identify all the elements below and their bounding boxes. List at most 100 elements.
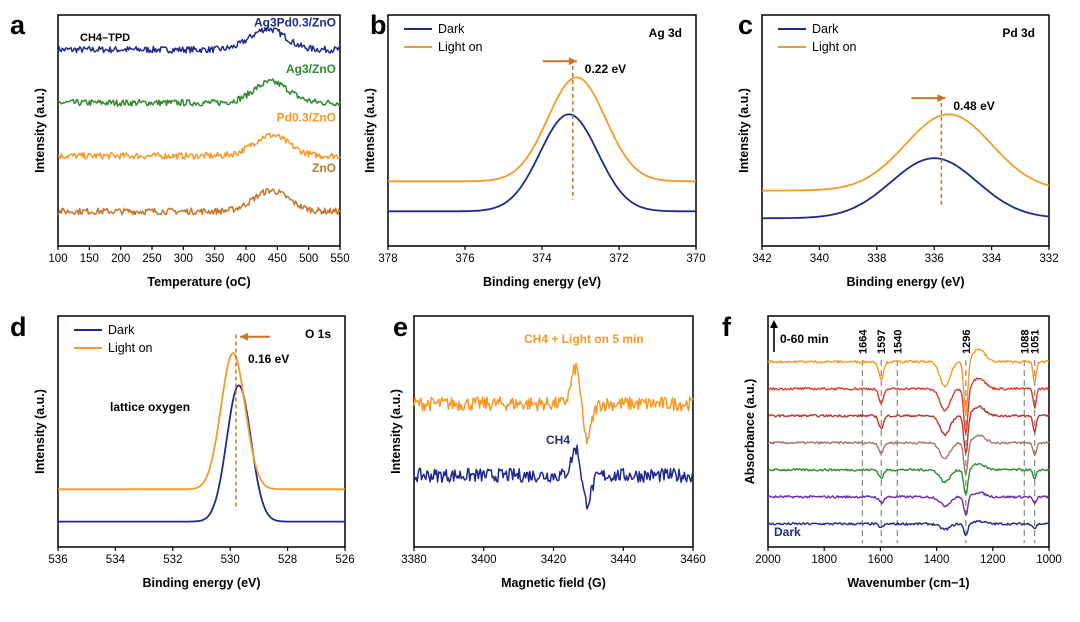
- shift-arrow-head: [937, 94, 946, 103]
- reference-label: 1540: [892, 330, 904, 354]
- chart-title: Pd 3d: [1002, 26, 1035, 40]
- x-tick-label: 342: [752, 253, 771, 265]
- x-tick-label: 536: [48, 554, 67, 566]
- x-tick-label: 1400: [924, 554, 950, 566]
- x-tick-label: 374: [532, 253, 552, 265]
- plot-frame: [413, 315, 694, 548]
- panel-e: e 3380 3400 3420 3440 3460 Magnetic field (G) I…: [389, 312, 706, 590]
- x-tick-label: 340: [810, 253, 829, 265]
- legend-label: Dark: [812, 22, 839, 36]
- x-tick-label: 400: [236, 253, 255, 265]
- peak-annotation: lattice oxygen: [110, 400, 190, 414]
- series-line: [767, 434, 1050, 477]
- series-line: [413, 444, 694, 510]
- dark-label: Dark: [774, 525, 801, 539]
- chart-title: Ag 3d: [649, 26, 682, 40]
- time-arrow-head: [770, 320, 778, 328]
- shift-annotation: 0.48 eV: [953, 99, 994, 113]
- x-tick-label: 150: [80, 253, 99, 265]
- series-line: [767, 377, 1050, 435]
- x-tick-label: 3380: [401, 554, 427, 566]
- series-line: [767, 405, 1050, 454]
- panel-f: f 2000 1800 1600 1400 1200 1000 Wavenumber (cm−…: [722, 312, 1062, 590]
- time-label: 0-60 min: [780, 332, 829, 346]
- x-tick-label: 250: [142, 253, 161, 265]
- x-tick-label: 450: [268, 253, 287, 265]
- x-tick-label: 300: [174, 253, 193, 265]
- series-label: Ag3/ZnO: [286, 62, 336, 76]
- panel-letter-a: a: [10, 10, 26, 40]
- x-tick-label: 334: [982, 253, 1002, 265]
- chart-title: CH4–TPD: [80, 32, 130, 44]
- x-tick-label: 3440: [610, 554, 636, 566]
- chart-title: O 1s: [305, 327, 331, 341]
- x-tick-label: 3400: [471, 554, 497, 566]
- x-tick-label: 1800: [811, 554, 837, 566]
- x-tick-label: 1200: [980, 554, 1006, 566]
- series-label: Ag3Pd0.3/ZnO: [254, 16, 336, 30]
- y-axis-label: Intensity (a.u.): [389, 389, 403, 474]
- series-label: Pd0.3/ZnO: [277, 110, 336, 124]
- series-line: [57, 78, 341, 107]
- x-tick-label: 370: [686, 253, 705, 265]
- series-line: [58, 352, 345, 491]
- x-tick-label: 530: [221, 554, 240, 566]
- y-axis-label: Intensity (a.u.): [737, 88, 751, 173]
- series-label: CH4 + Light on 5 min: [524, 332, 644, 346]
- series-line: [762, 157, 1050, 220]
- reference-label: 1088: [1019, 330, 1031, 354]
- x-tick-label: 376: [455, 253, 474, 265]
- y-axis-label: Intensity (a.u.): [33, 389, 47, 474]
- x-axis-label: Wavenumber (cm−1): [847, 576, 969, 590]
- shift-annotation: 0.22 eV: [585, 62, 626, 76]
- x-tick-label: 2000: [755, 554, 781, 566]
- series-line: [768, 519, 1050, 537]
- series-line: [388, 76, 696, 183]
- panel-letter-b: b: [370, 10, 387, 40]
- series-label: ZnO: [312, 161, 336, 175]
- reference-label: 1296: [961, 330, 973, 354]
- reference-label: 1664: [857, 329, 869, 354]
- x-tick-label: 1600: [868, 554, 894, 566]
- legend-label: Dark: [438, 22, 465, 36]
- x-tick-label: 500: [299, 253, 318, 265]
- series-label: CH4: [546, 433, 570, 447]
- y-axis-label: Intensity (a.u.): [363, 88, 377, 173]
- x-tick-label: 1000: [1036, 554, 1062, 566]
- legend-label: Light on: [812, 40, 857, 54]
- x-tick-label: 550: [330, 253, 349, 265]
- x-tick-label: 372: [609, 253, 628, 265]
- x-axis-label: Binding energy (eV): [142, 576, 260, 590]
- x-tick-label: 526: [335, 554, 354, 566]
- plot-frame: [767, 315, 1050, 548]
- x-tick-label: 534: [106, 554, 126, 566]
- panel-c: c 342 340 338 336 334 332 Binding energy (eV) In…: [737, 10, 1059, 289]
- panel-letter-d: d: [10, 312, 27, 342]
- x-tick-label: 100: [48, 253, 67, 265]
- series-line: [762, 113, 1050, 192]
- shift-annotation: 0.16 eV: [248, 352, 289, 366]
- plot-frame: [57, 315, 346, 548]
- plot-frame: [761, 14, 1050, 247]
- series-line: [58, 384, 345, 523]
- reference-label: 1051: [1030, 330, 1042, 354]
- panel-b: b 378 376 374 372 370 Binding energy (eV) Inten…: [363, 10, 706, 289]
- shift-arrow-head: [568, 57, 577, 66]
- panel-letter-f: f: [722, 312, 732, 342]
- panel-letter-e: e: [393, 312, 408, 342]
- y-axis-label: Intensity (a.u.): [33, 88, 47, 173]
- panel-a: a 100 150 200 250 300 350 400 450 500 550 Temperatu…: [10, 10, 350, 289]
- x-axis-label: Temperature (oC): [147, 275, 250, 289]
- panel-letter-c: c: [738, 10, 753, 40]
- x-tick-label: 3420: [541, 554, 567, 566]
- x-tick-label: 3460: [680, 554, 706, 566]
- x-tick-label: 332: [1039, 253, 1058, 265]
- legend-label: Dark: [108, 323, 135, 337]
- panel-d: d 536 534 532 530 528 526 Binding energy (eV) In…: [10, 312, 355, 590]
- series-line: [767, 462, 1050, 496]
- x-tick-label: 338: [867, 253, 886, 265]
- series-line: [57, 132, 341, 160]
- series-line: [767, 348, 1050, 416]
- x-tick-label: 336: [925, 253, 944, 265]
